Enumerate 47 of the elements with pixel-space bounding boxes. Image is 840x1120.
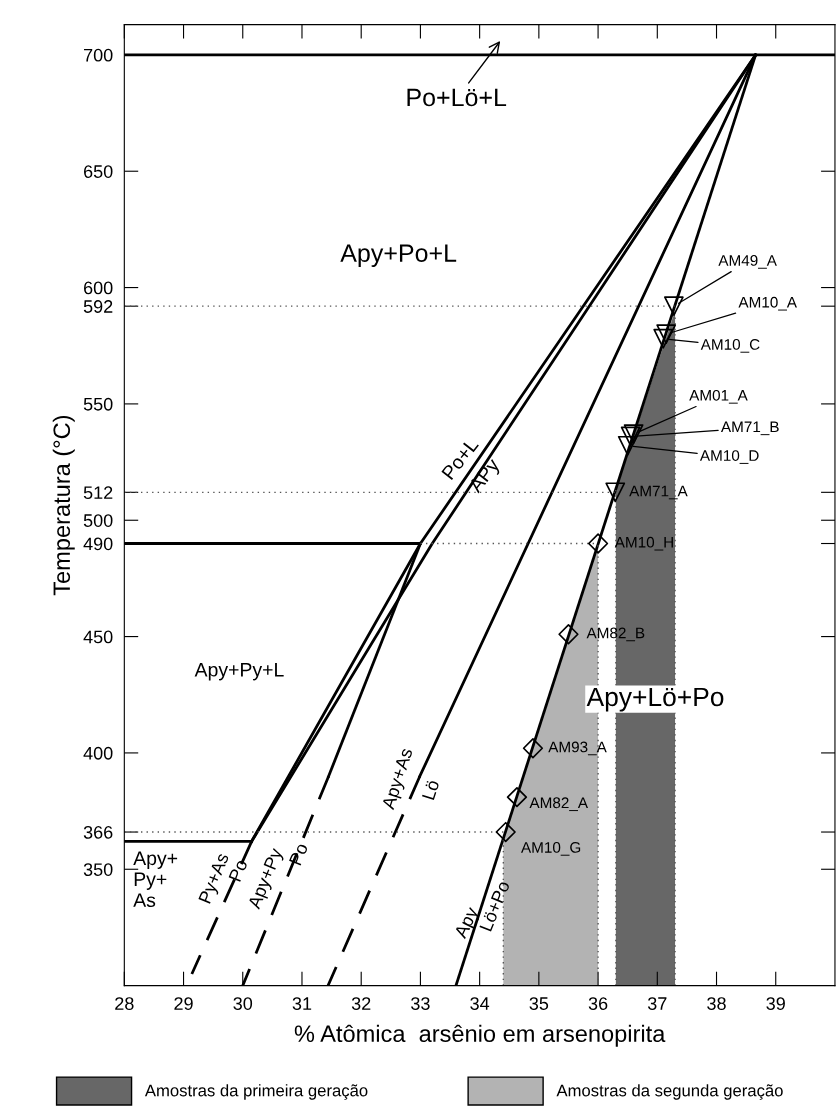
annotation: AM71_B [720,421,779,436]
x-tick-label: 31 [292,997,312,1010]
x-tick-label: 35 [529,997,549,1010]
annotation: Lö+Po [479,880,511,932]
annotation: Lö [422,779,440,801]
y-tick-label: 400 [83,746,113,760]
y-tick-label: 592 [83,300,113,313]
y-axis-title: Temperatura (°C) [52,415,75,596]
x-tick-label: 30 [233,997,253,1010]
annotation: AM93_A [548,741,607,756]
annotation: AM10_D [699,450,759,464]
x-tick-label: 36 [588,997,608,1010]
x-tick-label: 29 [174,997,193,1010]
x-tick-label: 38 [707,997,726,1010]
x-tick-label: 33 [411,997,430,1010]
x-tick-label: 34 [470,997,490,1010]
legend-label: Amostras da primeira geração [144,1084,368,1100]
annotation: AM10_C [700,338,760,353]
y-tick-label: 366 [83,825,113,839]
x-axis-title: % Atômica arsênio em arsenopirita [294,1024,666,1047]
annotation: AM10_A [738,296,797,311]
y-tick-label: 700 [84,48,113,62]
annotation: Po+Lö+L [407,88,507,107]
y-tick-label: 600 [84,281,113,295]
annotation: Apy+Lö+Po [586,687,724,712]
annotation: AM10_G [521,841,581,856]
legend-label: Amostras da segunda geração [556,1084,783,1100]
x-tick-label: 39 [766,997,785,1010]
x-tick-label: 37 [647,997,667,1010]
y-tick-label: 450 [83,630,113,644]
y-tick-label: 650 [84,165,113,178]
annotation: AM01_A [689,389,748,404]
annotation: Apy+Po+L [340,244,457,267]
annotation: Apy+ Py+ As [133,851,178,908]
annotation: Apy+As [381,747,417,812]
annotation: Po [228,858,248,882]
y-tick-label: 490 [83,537,113,551]
y-tick-label: 350 [83,863,113,876]
annotation: Apy+Py+L [194,663,284,681]
y-tick-label: 512 [83,486,113,500]
y-tick-label: 500 [83,514,113,527]
annotation: AM82_A [529,797,589,812]
x-tick-label: 32 [351,997,371,1010]
annotation: AM49_A [718,255,777,269]
x-tick-label: 28 [115,997,134,1010]
annotation: AM10_H [614,536,673,551]
y-tick-label: 550 [83,397,113,411]
